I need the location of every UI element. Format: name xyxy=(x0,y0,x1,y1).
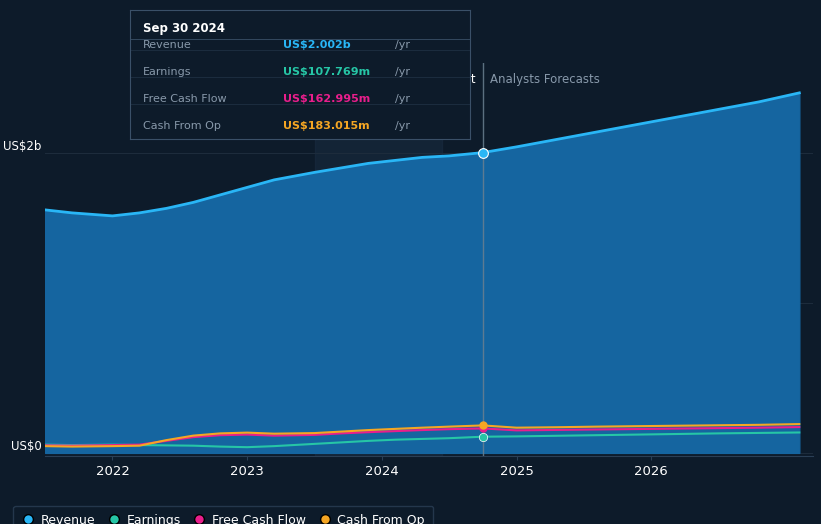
Text: Cash From Op: Cash From Op xyxy=(144,121,221,131)
Text: /yr: /yr xyxy=(396,121,410,131)
Text: Past: Past xyxy=(452,73,476,85)
Text: Analysts Forecasts: Analysts Forecasts xyxy=(489,73,599,85)
Text: US$0: US$0 xyxy=(11,440,41,453)
Legend: Revenue, Earnings, Free Cash Flow, Cash From Op: Revenue, Earnings, Free Cash Flow, Cash … xyxy=(13,506,433,524)
Text: /yr: /yr xyxy=(396,94,410,104)
Text: Earnings: Earnings xyxy=(144,67,192,77)
Text: US$162.995m: US$162.995m xyxy=(283,94,370,104)
Text: Revenue: Revenue xyxy=(144,40,192,50)
Text: US$2.002b: US$2.002b xyxy=(283,40,351,50)
Text: US$107.769m: US$107.769m xyxy=(283,67,370,77)
Text: Free Cash Flow: Free Cash Flow xyxy=(144,94,227,104)
Text: Sep 30 2024: Sep 30 2024 xyxy=(144,22,225,35)
Text: US$183.015m: US$183.015m xyxy=(283,121,369,131)
Text: US$2b: US$2b xyxy=(3,140,41,153)
Text: /yr: /yr xyxy=(396,67,410,77)
Bar xyxy=(314,63,443,456)
Text: /yr: /yr xyxy=(396,40,410,50)
